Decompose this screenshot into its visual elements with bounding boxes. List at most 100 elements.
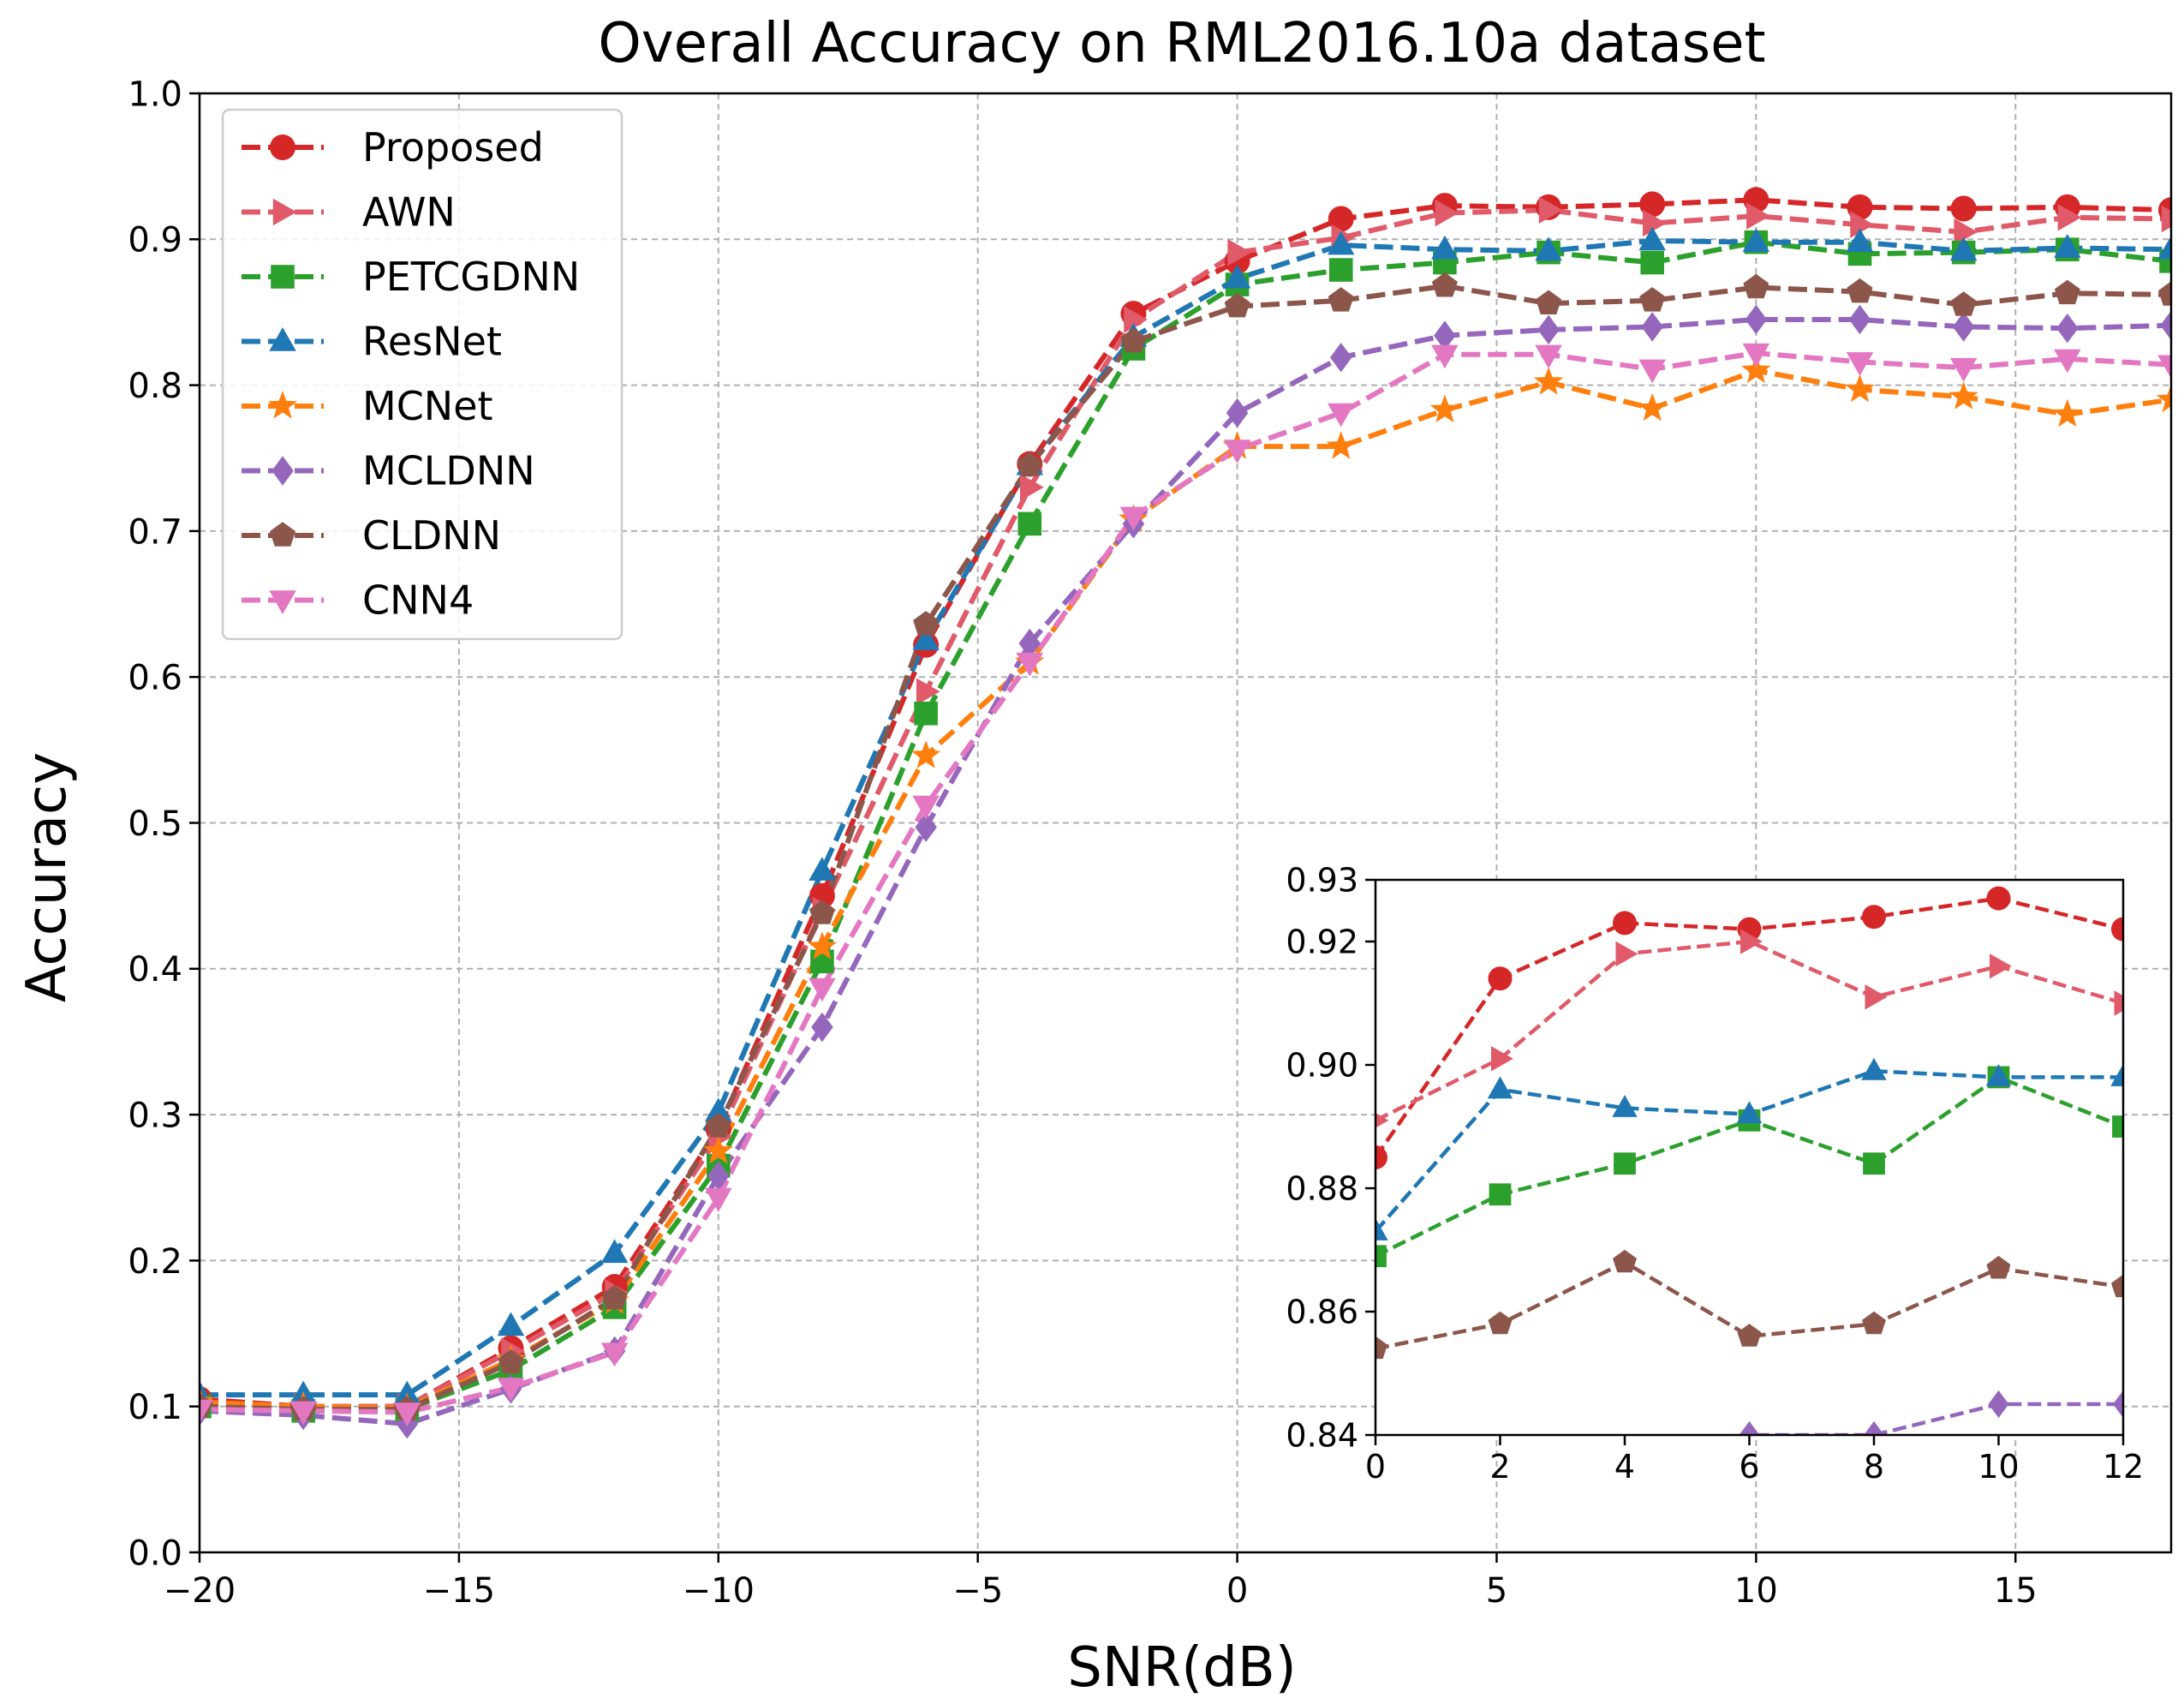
inset-point-awn xyxy=(1615,941,1638,967)
main-x-tick-label: 0 xyxy=(1226,1571,1248,1611)
inset-series-group xyxy=(1375,886,2123,1435)
inset-point-proposed xyxy=(1862,905,1886,930)
main-point-cldnn xyxy=(1328,287,1354,312)
main-point-cnn4 xyxy=(809,978,836,1002)
inset-point-awn xyxy=(1375,1113,1389,1128)
main-point-awn xyxy=(1435,199,1459,227)
inset-x-tick-label: 10 xyxy=(1978,1448,2019,1486)
main-x-tick-label: −20 xyxy=(164,1571,236,1611)
main-point-mcnet xyxy=(807,931,838,960)
main-point-resnet xyxy=(912,626,940,650)
main-point-awn xyxy=(1643,209,1667,237)
legend-marker-awn xyxy=(272,198,297,226)
main-point-cnn4 xyxy=(912,795,940,820)
main-point-mcldnn xyxy=(1330,343,1352,373)
main-point-cnn4 xyxy=(705,1187,732,1212)
main-point-cldnn xyxy=(1743,273,1769,299)
main-point-proposed xyxy=(1950,195,1977,222)
y-axis-title: Accuracy xyxy=(15,752,79,1002)
legend-label-cnn4: CNN4 xyxy=(362,577,474,624)
inset-point-cldnn xyxy=(1737,1324,1762,1347)
legend-marker-resnet xyxy=(269,327,296,351)
main-y-tick-label: 0.2 xyxy=(128,1242,182,1282)
main-point-mcnet xyxy=(1429,394,1459,423)
inset-point-cldnn xyxy=(1862,1311,1886,1335)
main-y-tick-label: 0.8 xyxy=(128,367,182,406)
legend-label-mcnet: MCNet xyxy=(362,383,493,429)
inset-point-resnet xyxy=(1375,1218,1388,1241)
main-point-cldnn xyxy=(1017,451,1043,476)
main-point-resnet xyxy=(1223,264,1251,289)
inset-y-tick-label: 0.88 xyxy=(1286,1170,1358,1208)
legend-box xyxy=(221,108,624,641)
main-x-tick-label: 10 xyxy=(1734,1571,1778,1611)
chart-title: Overall Accuracy on RML2016.10a dataset xyxy=(598,12,1765,75)
main-y-tick-label: 0.4 xyxy=(128,950,182,990)
main-point-mcldnn xyxy=(2160,310,2171,340)
main-point-awn xyxy=(2161,205,2171,233)
inset-point-awn xyxy=(1491,1046,1513,1072)
main-y-tick-label: 0.7 xyxy=(128,512,182,552)
inset-x-tick-label: 0 xyxy=(1365,1448,1386,1486)
inset-point-cldnn xyxy=(1986,1255,2011,1279)
inset-point-proposed xyxy=(2111,917,2123,942)
main-point-resnet xyxy=(1742,228,1770,252)
main-point-cnn4 xyxy=(393,1402,421,1426)
inset-y-tick-label: 0.86 xyxy=(1286,1294,1358,1331)
main-point-awn xyxy=(1020,474,1044,501)
main-point-resnet xyxy=(1638,226,1666,251)
inset-x-tick-label: 4 xyxy=(1614,1448,1635,1486)
inset-y-tick-label: 0.92 xyxy=(1286,924,1358,961)
main-point-cnn4 xyxy=(2054,349,2081,374)
main-point-cnn4 xyxy=(2157,355,2171,380)
main-point-cldnn xyxy=(1120,327,1147,353)
main-y-tick-label: 0.1 xyxy=(128,1388,182,1427)
main-point-awn xyxy=(1954,218,1978,246)
main-point-awn xyxy=(1746,202,1770,230)
main-point-mcnet xyxy=(911,740,941,768)
main-point-resnet xyxy=(705,1097,732,1121)
inset-point-mcldnn xyxy=(1988,1390,2009,1419)
inset-point-awn xyxy=(1990,954,2012,979)
legend-marker-proposed xyxy=(270,135,295,160)
main-point-resnet xyxy=(393,1380,421,1405)
inset-y-tick-label: 0.90 xyxy=(1286,1047,1358,1085)
main-point-mcldnn xyxy=(1434,320,1456,350)
main-point-petcgdnn xyxy=(810,949,834,974)
main-point-mcldnn xyxy=(1848,304,1871,335)
main-point-cnn4 xyxy=(600,1342,629,1367)
inset-point-petcgdnn xyxy=(1614,1152,1636,1175)
main-point-resnet xyxy=(600,1239,629,1264)
inset-y-tick-label: 0.84 xyxy=(1286,1417,1358,1455)
main-y-tick-label: 1.0 xyxy=(128,75,182,114)
main-point-cnn4 xyxy=(1119,506,1148,531)
main-point-cldnn xyxy=(1847,278,1873,303)
main-point-cnn4 xyxy=(1742,343,1770,368)
inset-plot: 0 2 4 6 8 10 12 0.84 0.86 0.88 0.90 0.92 0.93 xyxy=(1286,862,2144,1486)
main-series-line-awn xyxy=(200,207,2171,1409)
main-point-petcgdnn xyxy=(1017,511,1042,536)
main-point-resnet xyxy=(2157,235,2171,260)
main-point-resnet xyxy=(1535,236,1562,261)
main-point-mcnet xyxy=(2052,398,2082,427)
main-point-mcnet xyxy=(1741,355,1771,384)
main-point-cldnn xyxy=(601,1284,628,1310)
main-point-cldnn xyxy=(1536,290,1561,314)
main-point-mcnet xyxy=(1326,431,1356,459)
main-point-cnn4 xyxy=(1431,344,1459,369)
main-series-line-cldnn xyxy=(200,283,2171,1413)
main-point-mcnet xyxy=(703,1135,733,1164)
inset-point-proposed xyxy=(1986,886,2011,911)
main-series-group xyxy=(200,187,2171,1439)
inset-point-resnet xyxy=(2110,1064,2123,1086)
legend-label-awn: AWN xyxy=(362,189,456,236)
legend-marker-mcnet xyxy=(267,391,298,419)
legend-marker-cnn4 xyxy=(269,590,296,614)
inset-point-proposed xyxy=(1613,911,1637,936)
main-point-awn xyxy=(1538,196,1563,224)
main-point-mcnet xyxy=(1948,381,1978,410)
main-point-cnn4 xyxy=(200,1399,213,1424)
main-point-cldnn xyxy=(705,1113,731,1138)
main-y-tick-label: 0.3 xyxy=(128,1097,182,1136)
